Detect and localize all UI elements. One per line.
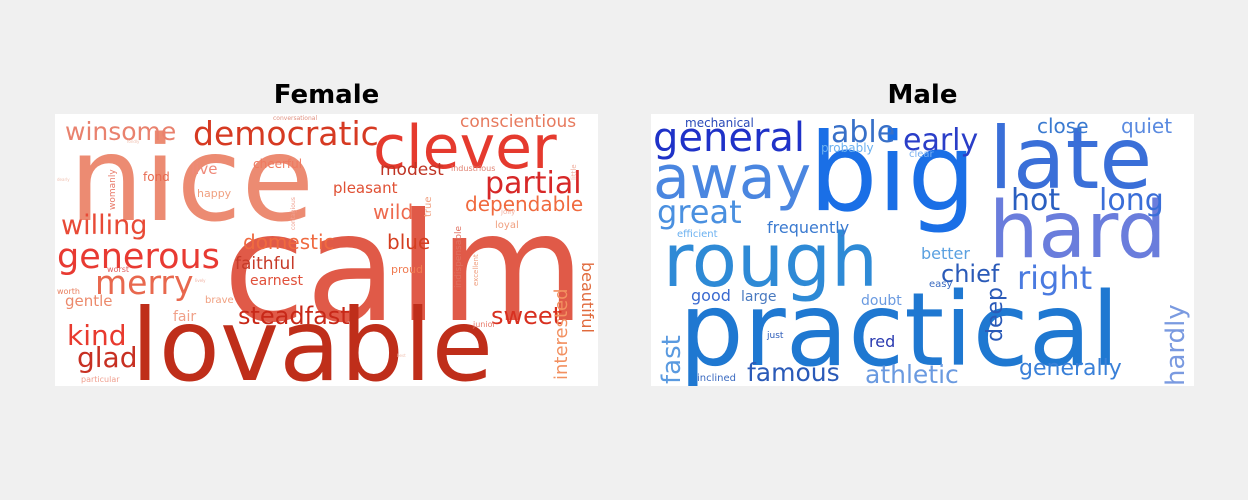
word-worst: worst	[107, 265, 130, 274]
word-loyal: loyal	[495, 220, 519, 231]
word-frequently: frequently	[767, 218, 850, 237]
panel-title: Male	[887, 80, 958, 110]
word-generally: generally	[1019, 356, 1122, 381]
word-democratic: democratic	[193, 114, 379, 153]
word-dependable: dependable	[465, 192, 584, 216]
word-famous: famous	[747, 358, 840, 386]
word-happy: happy	[197, 187, 232, 200]
word-hardly: hardly	[1161, 304, 1191, 386]
word-clear: clear	[909, 149, 934, 160]
word-cheerful: cheerful	[253, 157, 303, 171]
word-probably: probably	[821, 141, 874, 155]
word-long: long	[1099, 183, 1164, 218]
word-lovable: lovable	[131, 287, 494, 387]
word-pleasant: pleasant	[333, 179, 398, 197]
word-brave: brave	[205, 295, 234, 306]
word-blue: blue	[387, 230, 431, 254]
word-domestic: domestic	[243, 230, 335, 254]
word-beautiful: beautiful	[578, 262, 597, 333]
word-industrious: industrious	[451, 164, 496, 173]
word-general: general	[653, 115, 806, 161]
word-partial: partial	[485, 166, 582, 201]
word-great: great	[657, 193, 742, 231]
word-quiet: quiet	[1121, 114, 1173, 138]
word-nice: nice	[69, 114, 315, 248]
word-away: away	[653, 143, 812, 213]
word-gentle: gentle	[65, 292, 113, 310]
word-just: just	[767, 331, 784, 341]
word-red: red	[869, 332, 896, 351]
word-efficient: efficient	[677, 229, 718, 240]
word-early: early	[903, 123, 979, 158]
word-junior: junior	[473, 320, 496, 329]
word-large: large	[741, 289, 777, 305]
word-true: true	[423, 196, 434, 217]
word-faithful: faithful	[235, 254, 296, 274]
word-wild: wild	[373, 200, 414, 224]
word-womanly: womanly	[108, 169, 118, 210]
word-little: little	[570, 164, 578, 180]
word-clever: clever	[373, 114, 557, 183]
word-mechanical: mechanical	[685, 116, 754, 130]
word-modest: modest	[380, 160, 444, 180]
word-merry: merry	[95, 263, 194, 302]
word-close: close	[1037, 114, 1089, 138]
word-live: live	[191, 160, 218, 178]
word-late: late	[989, 114, 1153, 209]
word-earnest: earnest	[250, 273, 303, 289]
word-steadfast: steadfast	[238, 302, 350, 330]
word-jolly: jolly	[501, 208, 516, 216]
wordcloud-female: calm nice lovable clever democratic wins…	[55, 114, 598, 386]
word-hot: hot	[1011, 183, 1061, 218]
word-indispensable: indispensable	[454, 225, 464, 288]
word-best: best	[397, 353, 406, 358]
word-excellent: excellent	[472, 254, 480, 286]
word-fond: fond	[143, 170, 170, 184]
word-conversational: conversational	[273, 115, 318, 122]
word-easy: easy	[929, 279, 953, 290]
word-calm: calm	[223, 182, 586, 356]
word-conscientious: conscientious	[460, 114, 577, 132]
word-willing: willing	[61, 210, 148, 241]
word-athletic: athletic	[865, 360, 959, 386]
word-sweet: sweet	[491, 302, 563, 330]
word-able: able	[831, 115, 896, 150]
word-kind: kind	[67, 319, 127, 352]
word-proud: proud	[391, 263, 423, 276]
word-practical: practical	[679, 271, 1120, 386]
word-doubt: doubt	[861, 293, 902, 309]
wordcloud-male: big practical late hard rough away gener…	[651, 114, 1194, 386]
panel-title: Female	[273, 80, 380, 110]
word-interested: interested	[551, 288, 572, 380]
word-lively: lively	[195, 278, 206, 283]
female-panel: Female calm nice lovable clever democrat…	[55, 80, 598, 386]
word-worth: worth	[57, 287, 80, 296]
word-right: right	[1017, 259, 1093, 297]
word-contagious: contagious	[290, 197, 297, 230]
male-panel: Male big practical late hard rough away …	[651, 80, 1194, 386]
word-fair: fair	[173, 309, 197, 325]
word-good: good	[691, 286, 731, 305]
word-rough: rough	[663, 218, 878, 304]
word-fast: fast	[657, 335, 687, 384]
word-better: better	[921, 244, 970, 263]
word-glad: glad	[77, 341, 138, 374]
word-chief: chief	[941, 260, 1000, 288]
word-deep: deep	[983, 287, 1008, 342]
word-hard: hard	[989, 186, 1167, 276]
word-dearly: dearly	[57, 177, 70, 182]
word-fondly: fondly	[127, 139, 140, 144]
word-winsome: winsome	[65, 117, 177, 146]
word-inclined: inclined	[697, 373, 737, 384]
word-particular: particular	[81, 375, 120, 384]
word-generous: generous	[57, 237, 220, 277]
word-big: big	[809, 114, 977, 236]
